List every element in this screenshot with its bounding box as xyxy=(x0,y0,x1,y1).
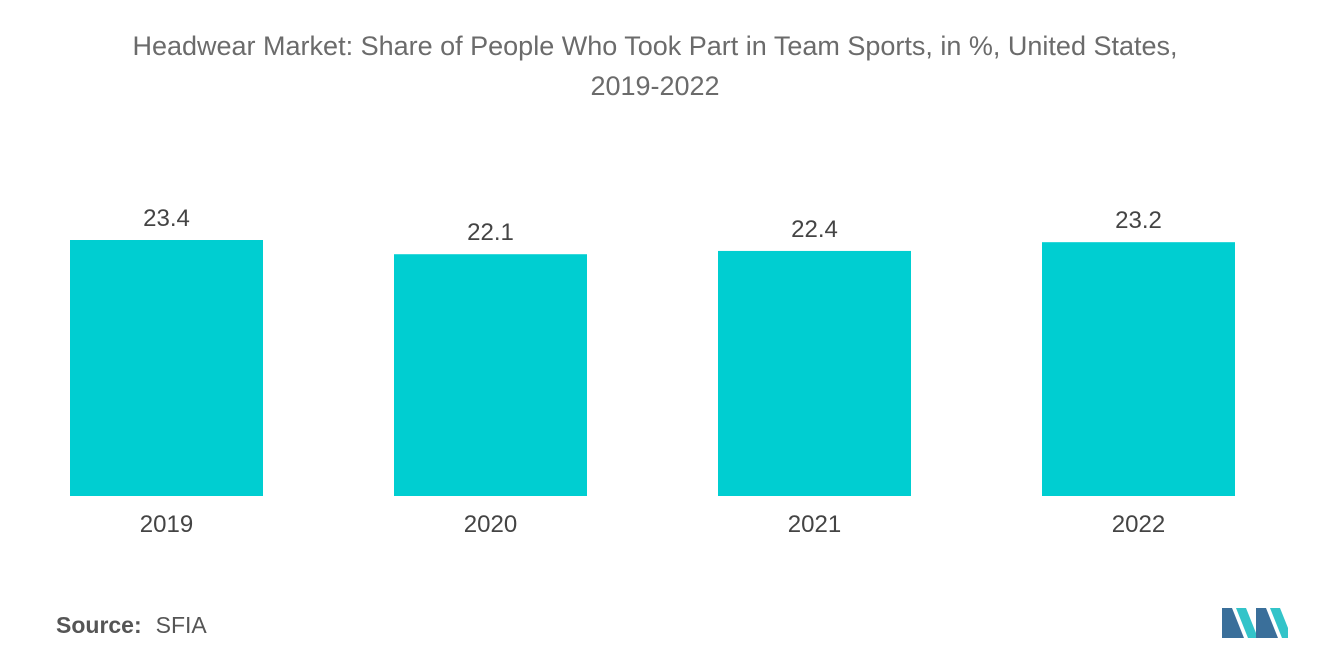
source-note: Source: SFIA xyxy=(56,612,207,639)
value-label-2019: 23.4 xyxy=(143,205,190,232)
bar-2020 xyxy=(394,254,587,496)
value-label-2021: 22.4 xyxy=(791,216,838,243)
mordor-intelligence-logo-icon xyxy=(1222,608,1288,638)
chart-title-line-2: 2019-2022 xyxy=(590,71,720,101)
category-label-2022: 2022 xyxy=(1112,511,1165,538)
value-label-2022: 23.2 xyxy=(1115,207,1162,234)
chart-title-line-1: Headwear Market: Share of People Who Too… xyxy=(132,31,1178,61)
category-label-2019: 2019 xyxy=(140,511,193,538)
category-label-2021: 2021 xyxy=(788,511,841,538)
chart-title: Headwear Market: Share of People Who Too… xyxy=(0,26,1310,106)
bar-2021 xyxy=(718,250,911,496)
value-label-2020: 22.1 xyxy=(467,219,514,246)
bar-chart: 23.4 2019 22.1 2020 22.4 2021 23.2 2022 xyxy=(70,205,1235,538)
category-label-2020: 2020 xyxy=(464,511,517,538)
bar-2022 xyxy=(1042,242,1235,496)
bar-2019 xyxy=(70,240,263,496)
source-label: Source: xyxy=(56,612,142,638)
source-value: SFIA xyxy=(155,612,207,638)
